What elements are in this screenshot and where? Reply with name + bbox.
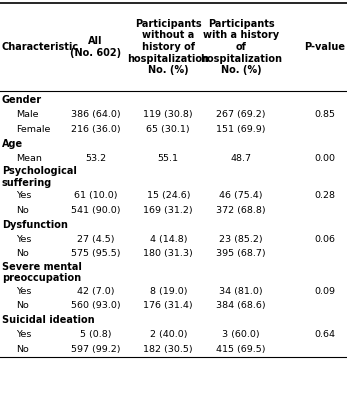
Text: 267 (69.2): 267 (69.2) [217, 110, 266, 119]
Text: 169 (31.2): 169 (31.2) [143, 206, 193, 215]
Text: 372 (68.8): 372 (68.8) [216, 206, 266, 215]
Text: 23 (85.2): 23 (85.2) [219, 235, 263, 244]
Text: Participants
without a
history of
hospitalization
No. (%): Participants without a history of hospit… [127, 19, 209, 75]
Text: Psychological
suffering: Psychological suffering [2, 166, 77, 188]
Text: 575 (95.5): 575 (95.5) [71, 249, 120, 258]
Text: No: No [16, 206, 28, 215]
Text: 119 (30.8): 119 (30.8) [143, 110, 193, 119]
Text: 560 (93.0): 560 (93.0) [70, 301, 120, 310]
Text: Gender: Gender [2, 95, 42, 105]
Text: 3 (60.0): 3 (60.0) [222, 330, 260, 339]
Text: 65 (30.1): 65 (30.1) [146, 125, 190, 134]
Text: 4 (14.8): 4 (14.8) [150, 235, 187, 244]
Text: 8 (19.0): 8 (19.0) [150, 287, 187, 296]
Text: Characteristic: Characteristic [2, 42, 79, 52]
Text: 34 (81.0): 34 (81.0) [219, 287, 263, 296]
Text: 384 (68.6): 384 (68.6) [216, 301, 266, 310]
Text: No: No [16, 249, 28, 258]
Text: 55.1: 55.1 [158, 154, 179, 163]
Text: 2 (40.0): 2 (40.0) [150, 330, 187, 339]
Text: Yes: Yes [16, 191, 31, 200]
Text: 27 (4.5): 27 (4.5) [77, 235, 114, 244]
Text: All
(No. 602): All (No. 602) [70, 36, 121, 58]
Text: 386 (64.0): 386 (64.0) [70, 110, 120, 119]
Text: Mean: Mean [16, 154, 42, 163]
Text: Yes: Yes [16, 287, 31, 296]
Text: 180 (31.3): 180 (31.3) [143, 249, 193, 258]
Text: Yes: Yes [16, 235, 31, 244]
Text: Female: Female [16, 125, 50, 134]
Text: 597 (99.2): 597 (99.2) [71, 345, 120, 354]
Text: 541 (90.0): 541 (90.0) [71, 206, 120, 215]
Text: Dysfunction: Dysfunction [2, 220, 68, 230]
Text: 0.64: 0.64 [314, 330, 335, 339]
Text: 0.28: 0.28 [314, 191, 335, 200]
Text: 42 (7.0): 42 (7.0) [77, 287, 114, 296]
Text: 53.2: 53.2 [85, 154, 106, 163]
Text: 0.09: 0.09 [314, 287, 335, 296]
Text: Severe mental
preoccupation: Severe mental preoccupation [2, 262, 82, 283]
Text: 15 (24.6): 15 (24.6) [146, 191, 190, 200]
Text: Age: Age [2, 139, 23, 149]
Text: Yes: Yes [16, 330, 31, 339]
Text: No: No [16, 301, 28, 310]
Text: 0.00: 0.00 [314, 154, 335, 163]
Text: 415 (69.5): 415 (69.5) [217, 345, 266, 354]
Text: 176 (31.4): 176 (31.4) [143, 301, 193, 310]
Text: 46 (75.4): 46 (75.4) [219, 191, 263, 200]
Text: Suicidal ideation: Suicidal ideation [2, 315, 94, 325]
Text: 5 (0.8): 5 (0.8) [80, 330, 111, 339]
Text: 151 (69.9): 151 (69.9) [217, 125, 266, 134]
Text: Participants
with a history
of
hospitalization
No. (%): Participants with a history of hospitali… [200, 19, 282, 75]
Text: 216 (36.0): 216 (36.0) [70, 125, 120, 134]
Text: 0.06: 0.06 [314, 235, 335, 244]
Text: Male: Male [16, 110, 38, 119]
Text: P-value: P-value [304, 42, 345, 52]
Text: 61 (10.0): 61 (10.0) [74, 191, 117, 200]
Text: 182 (30.5): 182 (30.5) [143, 345, 193, 354]
Text: 0.85: 0.85 [314, 110, 335, 119]
Text: 48.7: 48.7 [231, 154, 252, 163]
Text: 395 (68.7): 395 (68.7) [216, 249, 266, 258]
Text: No: No [16, 345, 28, 354]
